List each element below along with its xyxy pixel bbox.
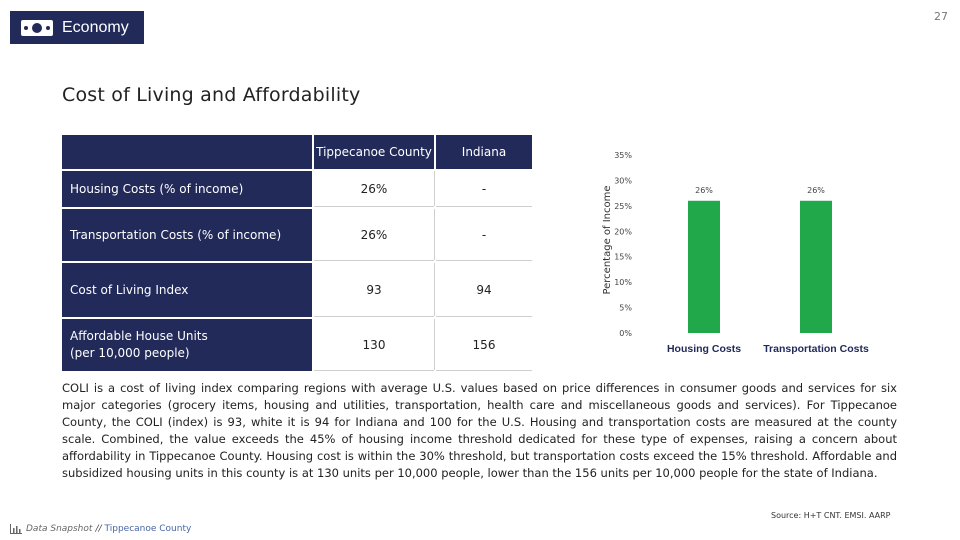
- footer-region: Tippecanoe County: [104, 524, 192, 534]
- y-tick-label: 15%: [614, 253, 632, 262]
- y-axis-label: Percentage of Income: [602, 185, 613, 294]
- page-title: Cost of Living and Affordability: [62, 84, 361, 106]
- section-header: Economy: [10, 11, 144, 44]
- y-tick-label: 5%: [619, 304, 632, 313]
- footer: Data Snapshot // Tippecanoe County: [10, 524, 191, 534]
- y-tick-label: 0%: [619, 329, 632, 338]
- footer-brand: Data Snapshot: [26, 524, 93, 534]
- cell-indiana: 156: [436, 319, 532, 371]
- table-row: Cost of Living Index 93 94: [62, 263, 532, 317]
- table-header: Tippecanoe County Indiana: [62, 135, 532, 169]
- y-tick-label: 25%: [614, 202, 632, 211]
- table-header-blank: [62, 135, 312, 169]
- footer-separator: //: [95, 524, 102, 534]
- y-tick-label: 35%: [614, 151, 632, 160]
- table-row: Affordable House Units (per 10,000 peopl…: [62, 319, 532, 371]
- money-icon: [21, 19, 53, 36]
- cell-indiana: 94: [436, 263, 532, 317]
- cell-tippecanoe: 26%: [314, 171, 435, 207]
- x-tick-label: Housing Costs: [667, 343, 741, 355]
- cell-tippecanoe: 93: [314, 263, 435, 317]
- table-row: Transportation Costs (% of income) 26% -: [62, 209, 532, 261]
- cell-indiana: -: [436, 171, 532, 207]
- table-row: Housing Costs (% of income) 26% -: [62, 171, 532, 207]
- col-header-indiana: Indiana: [436, 135, 532, 169]
- y-tick-label: 10%: [614, 278, 632, 287]
- page-number: 27: [934, 10, 948, 23]
- source-note: Source: H+T CNT. EMSI. AARP: [771, 511, 891, 520]
- cost-chart: Percentage of Income 0% 5% 10% 15% 20% 25% 30%…: [602, 151, 869, 355]
- cell-indiana: -: [436, 209, 532, 261]
- data-label: 26%: [695, 186, 713, 195]
- bar-housing-costs: [688, 200, 720, 333]
- bar-chart-icon: [10, 524, 22, 534]
- col-header-tippecanoe: Tippecanoe County: [314, 135, 434, 169]
- bar-transportation-costs: [800, 200, 832, 333]
- row-label: Transportation Costs (% of income): [62, 209, 312, 261]
- y-tick-label: 20%: [614, 227, 632, 236]
- cell-tippecanoe: 130: [314, 319, 435, 371]
- section-label: Economy: [62, 18, 129, 36]
- row-label: Cost of Living Index: [62, 263, 312, 317]
- row-label: Housing Costs (% of income): [62, 171, 312, 207]
- data-label: 26%: [807, 186, 825, 195]
- x-tick-label: Transportation Costs: [763, 343, 869, 355]
- description-text: COLI is a cost of living index comparing…: [62, 381, 897, 480]
- cell-tippecanoe: 26%: [314, 209, 435, 261]
- row-label: Affordable House Units (per 10,000 peopl…: [62, 319, 312, 371]
- y-tick-label: 30%: [614, 176, 632, 185]
